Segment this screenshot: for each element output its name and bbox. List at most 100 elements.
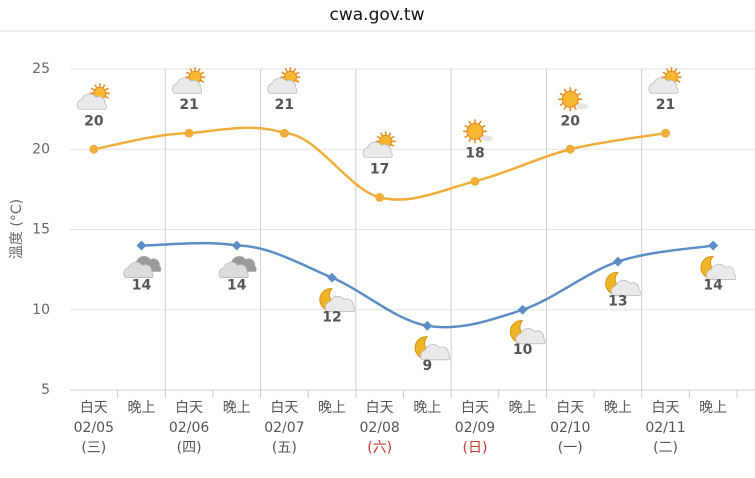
sun-ray — [478, 120, 482, 125]
sun-ray — [295, 79, 300, 83]
point — [136, 240, 147, 251]
x-sub-label: 白天 — [652, 400, 680, 416]
x-weekday-label: (六) — [367, 440, 392, 456]
sun-ray — [468, 137, 472, 143]
x-weekday-label: (三) — [81, 440, 106, 456]
data-label: 20 — [84, 113, 104, 129]
sun-ray — [576, 92, 582, 96]
point — [89, 144, 99, 154]
x-sub-label: 白天 — [366, 400, 394, 416]
y-tick-label: 25 — [32, 61, 50, 77]
data-label: 9 — [422, 358, 432, 374]
data-label: 21 — [656, 97, 675, 113]
sun-ray — [197, 68, 201, 73]
sun-ray — [464, 124, 469, 128]
sun-ray — [199, 71, 205, 75]
cloud — [218, 261, 249, 278]
sun-ray — [189, 68, 193, 73]
sun-ray — [573, 105, 577, 111]
y-tick-label: 10 — [32, 302, 50, 318]
x-weekday-label: (日) — [462, 440, 487, 456]
sun-ray — [662, 71, 667, 75]
point — [661, 128, 671, 138]
cloud — [480, 135, 493, 142]
sun-ray — [673, 68, 678, 73]
sun-ray — [199, 79, 205, 83]
sun-ray — [380, 132, 384, 137]
data-label: 18 — [465, 145, 484, 161]
sun-ray — [104, 95, 109, 99]
sun-ray — [563, 105, 567, 111]
sun-ray — [573, 88, 577, 93]
data-label: 12 — [322, 310, 341, 326]
cloud — [325, 296, 355, 313]
weather-icon — [414, 336, 451, 361]
cloud — [610, 279, 641, 296]
weather-icon — [218, 255, 257, 278]
weather-icon — [362, 131, 396, 158]
cloud — [706, 263, 737, 280]
x-date-label: 02/08 — [359, 420, 399, 436]
cloud — [267, 77, 298, 94]
sun-disc — [466, 122, 484, 140]
x-sub-label: 晚上 — [509, 400, 537, 416]
sun-ray — [478, 137, 482, 143]
weather-icon — [76, 83, 110, 110]
x-sub-label: 白天 — [80, 400, 108, 416]
point — [612, 256, 623, 267]
sun-ray — [104, 87, 109, 91]
x-sub-label: 白天 — [461, 400, 489, 416]
data-label: 20 — [561, 113, 581, 129]
cloud — [648, 77, 679, 94]
sun-ray — [676, 79, 681, 83]
sun-ray — [376, 135, 381, 140]
x-sub-label: 晚上 — [223, 400, 251, 416]
point — [708, 240, 719, 251]
weather-icon — [700, 256, 737, 280]
sun-ray — [563, 88, 567, 93]
y-tick-label: 5 — [41, 382, 50, 398]
x-sub-label: 晚上 — [127, 400, 155, 416]
sun-ray — [665, 68, 670, 73]
url: cwa.gov.tw — [330, 5, 425, 25]
data-label: 14 — [703, 278, 723, 294]
x-date-label: 02/07 — [264, 420, 304, 436]
weather-icon — [172, 67, 206, 94]
sun-ray — [94, 84, 98, 89]
sun-ray — [390, 135, 395, 140]
weather-icon — [319, 288, 355, 313]
data-label: 17 — [370, 161, 389, 177]
x-sub-label: 晚上 — [604, 400, 632, 416]
sun-ray — [468, 120, 472, 125]
point — [565, 144, 575, 154]
x-weekday-label: (四) — [177, 440, 202, 456]
sun-ray — [559, 102, 564, 106]
cloud — [172, 77, 203, 94]
point — [279, 128, 289, 138]
x-sub-label: 晚上 — [318, 400, 346, 416]
sun-ray — [102, 84, 106, 89]
sun-ray — [676, 71, 681, 75]
weather-icon — [648, 67, 682, 94]
point — [327, 272, 337, 283]
y-tick-label: 15 — [32, 222, 50, 238]
cloud — [576, 103, 589, 110]
x-weekday-label: (一) — [558, 440, 583, 456]
data-label: 10 — [513, 342, 533, 358]
x-date-label: 02/05 — [74, 420, 114, 436]
y-tick-label: 20 — [32, 141, 50, 157]
point — [184, 128, 194, 138]
data-label: 14 — [227, 278, 247, 294]
data-label: 13 — [608, 294, 627, 310]
cloud — [76, 93, 107, 110]
sun-ray — [388, 132, 392, 137]
cloud — [420, 344, 451, 361]
sun-ray — [186, 71, 191, 75]
sun-ray — [90, 87, 96, 91]
y-axis-label: 溫度 (°C) — [9, 199, 25, 259]
weather-icon — [123, 255, 162, 278]
point — [231, 240, 242, 251]
x-sub-label: 白天 — [556, 400, 584, 416]
sun-ray — [390, 143, 395, 148]
x-date-label: 02/09 — [455, 420, 495, 436]
